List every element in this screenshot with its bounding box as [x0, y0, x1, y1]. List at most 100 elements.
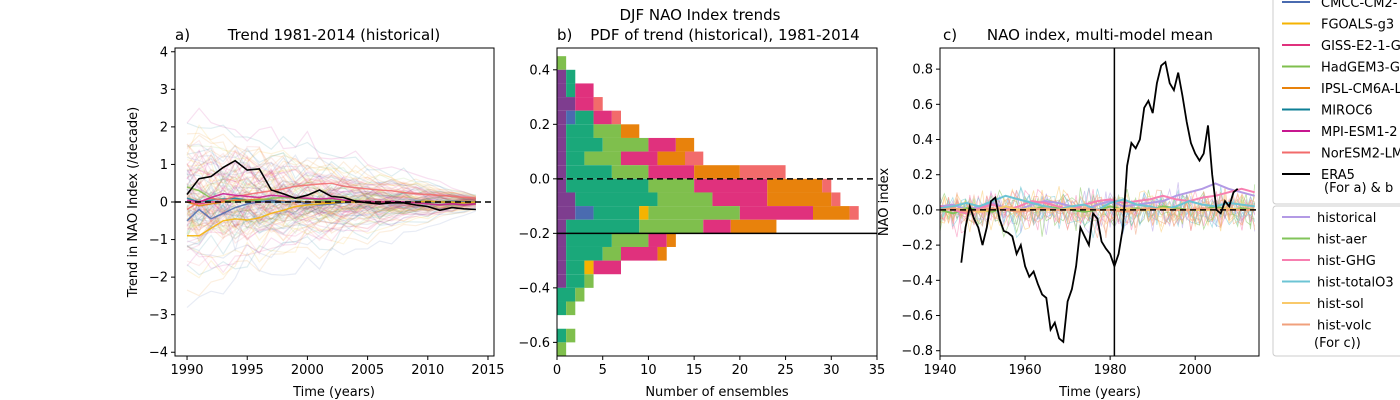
histogram-bar-mpi-esm1-2: [557, 274, 567, 288]
ensemble-member-line: [186, 203, 477, 240]
legend-experiments-note: (For c)): [1314, 336, 1361, 351]
histogram-bar-fgoals-g3: [584, 260, 594, 275]
ensemble-member-line: [186, 203, 477, 239]
histogram-bar-giss-e2-1-g: [648, 165, 695, 179]
y-tick-label: 3: [160, 83, 168, 98]
ensemble-member-line: [186, 162, 476, 202]
ensemble-member-line: [186, 206, 476, 267]
ensemble-member-line: [186, 198, 476, 243]
y-tick-label: −0.2: [518, 227, 550, 242]
x-tick-label: 20: [732, 363, 749, 378]
series-line-mpi-esm1-2: [186, 192, 476, 206]
y-tick-label: 0.0: [529, 172, 550, 187]
era5-line: [960, 60, 1239, 344]
y-tick-label: −0.6: [901, 309, 933, 324]
ensemble-member-line: [186, 189, 476, 216]
histogram-bar-hadgem3-g: [611, 165, 649, 179]
ensemble-member-line: [186, 143, 477, 199]
ensemble-member-line: [186, 166, 476, 200]
histogram-bar-hadgem3-g: [657, 192, 713, 207]
histogram-bar-hadgem3-g: [648, 178, 695, 193]
y-tick-label: 4: [160, 45, 168, 60]
legend-experiments-box: [1272, 205, 1400, 357]
y-tick-label: −0.4: [518, 281, 550, 296]
legend-label: hist-totalO3: [1317, 276, 1394, 291]
histogram-bar-giss-e2-1-g: [648, 233, 667, 247]
x-tick-label: 0: [553, 363, 561, 378]
ensemble-member-line: [186, 168, 477, 201]
panel-a-plot-area: [175, 107, 494, 309]
legend-label: hist-volc: [1317, 319, 1371, 334]
ensemble-member-line: [186, 200, 476, 239]
legend-label: hist-aer: [1317, 233, 1367, 248]
ensemble-member-line: [186, 122, 477, 197]
ensemble-member-line: [186, 182, 476, 207]
legend-label: ERA5: [1321, 168, 1355, 183]
ensemble-member-line: [186, 201, 477, 243]
histogram-bar-mpi-esm1-2: [557, 260, 567, 275]
histogram-bar-ipsl-cm6a-l: [666, 233, 676, 247]
panel-c-plot-area: [939, 48, 1259, 356]
ensemble-member-line: [186, 157, 476, 200]
histogram-bar-giss-e2-1-g: [703, 219, 731, 234]
ensemble-member-line: [186, 161, 476, 201]
histogram-bar-hadgem3-g: [566, 328, 576, 343]
histogram-bar-miroc6: [566, 151, 585, 166]
histogram-bar-ipsl-cm6a-l: [694, 165, 740, 179]
panel-b-plot-area: [557, 56, 877, 356]
histogram-bar-giss-e2-1-g: [593, 260, 621, 275]
histogram-bar-mpi-esm1-2: [557, 137, 567, 152]
histogram-bar-ipsl-cm6a-l: [657, 151, 685, 166]
histogram-bar-hadgem3-g: [602, 137, 649, 152]
histogram-bar-mpi-esm1-2: [557, 97, 576, 111]
y-tick-label: −0.8: [901, 344, 933, 359]
legend-label: HadGEM3-G: [1321, 61, 1400, 76]
legend-models: CMCC-CM2- FGOALS-g3 GISS-E2-1-G HadGEM3-G IP…: [1272, 0, 1400, 205]
ensemble-member-line: [186, 210, 477, 309]
histogram-bar-cmcc-cm2-: [575, 206, 594, 220]
histogram-bar-ipsl-cm6a-l: [657, 246, 667, 261]
panel-a-xlabel: Time (years): [292, 385, 375, 400]
histogram-bar-miroc6: [575, 110, 594, 125]
histogram-bar-mpi-esm1-2: [557, 151, 567, 166]
y-tick-label: 0: [160, 196, 168, 211]
legend-label: GISS-E2-1-G: [1321, 39, 1400, 54]
histogram-bar-mpi-esm1-2: [557, 192, 576, 207]
y-tick-label: 0.2: [529, 118, 550, 133]
histogram-bar-miroc6: [566, 233, 612, 247]
histogram-bar-miroc6: [557, 301, 567, 316]
histogram-bar-miroc6: [566, 178, 649, 193]
panel-c-title: NAO index, multi-model mean: [987, 26, 1213, 44]
y-tick-label: −0.2: [901, 239, 933, 254]
histogram-bar-mpi-esm1-2: [557, 206, 576, 220]
ensemble-member-line: [186, 143, 477, 198]
ensemble-member-line: [186, 205, 476, 256]
histogram-bar-ipsl-cm6a-l: [621, 124, 640, 138]
histogram-bar-giss-e2-1-g: [712, 192, 768, 207]
x-tick-label: 1960: [1009, 363, 1042, 378]
histogram-bar-ipsl-cm6a-l: [675, 137, 695, 152]
x-tick-label: 1980: [1094, 363, 1127, 378]
histogram-bar-mpi-esm1-2: [557, 110, 567, 125]
histogram-bar-noresm2-lm: [831, 192, 841, 207]
ensemble-member-line: [186, 206, 476, 259]
ensemble-member-line: [186, 154, 476, 199]
panel-a-ylabel: Trend in NAO Index (/decade): [126, 107, 141, 299]
panel-c-letter: c): [943, 26, 957, 44]
ensemble-member-line: [186, 168, 476, 214]
x-tick-label: 35: [869, 363, 886, 378]
histogram-bar-giss-e2-1-g: [739, 206, 813, 220]
histogram-bar-mpi-esm1-2: [557, 124, 567, 138]
histogram-bar-noresm2-lm: [849, 206, 859, 220]
histogram-bar-cmcc-cm2-: [566, 110, 576, 125]
histogram-bar-mpi-esm1-2: [557, 233, 567, 247]
histogram-bar-noresm2-lm: [611, 110, 621, 125]
ensemble-member-line: [186, 160, 476, 206]
x-tick-label: 2000: [1179, 363, 1212, 378]
histogram-bar-ipsl-cm6a-l: [767, 192, 832, 207]
x-tick-label: 2005: [351, 363, 384, 378]
histogram-bar-giss-e2-1-g: [648, 137, 676, 152]
histogram-bar-miroc6: [566, 260, 585, 275]
y-tick-label: −1: [149, 233, 168, 248]
histogram-bar-giss-e2-1-g: [593, 110, 612, 125]
